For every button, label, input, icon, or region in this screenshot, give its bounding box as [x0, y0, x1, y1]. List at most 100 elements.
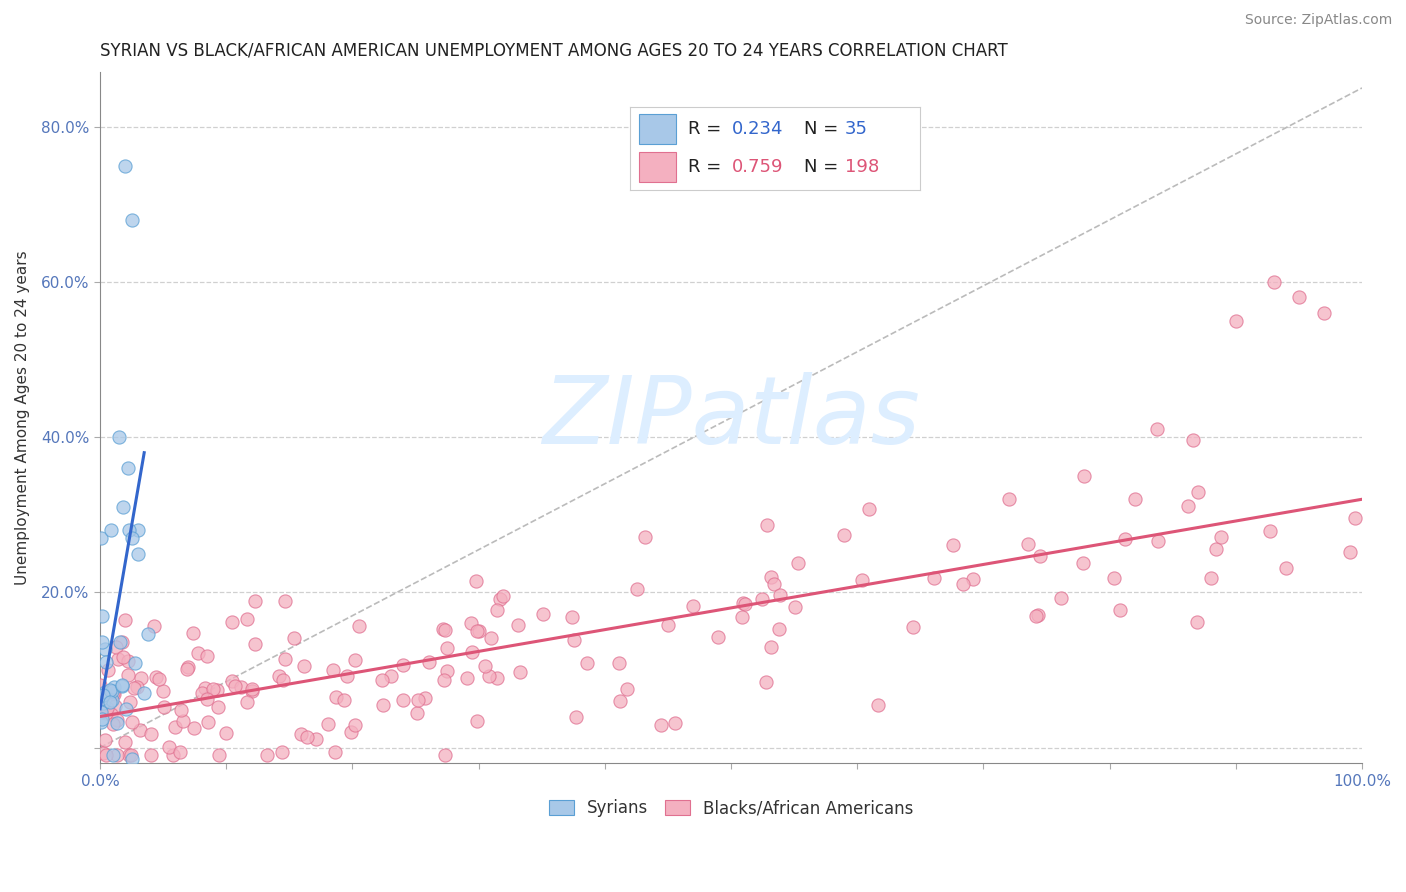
Point	[96, 701, 118, 715]
Point	[305, 732, 328, 747]
Point	[105, 713, 128, 727]
Point	[93, 700, 115, 714]
Point	[1313, 306, 1336, 320]
Point	[465, 624, 488, 639]
Point	[118, 748, 141, 763]
Point	[1258, 524, 1281, 538]
Point	[468, 624, 491, 639]
Point	[1114, 533, 1136, 547]
Point	[924, 571, 946, 585]
Point	[221, 615, 243, 629]
Point	[858, 502, 880, 516]
Point	[479, 631, 502, 645]
Point	[332, 693, 354, 707]
Point	[436, 664, 458, 678]
Point	[465, 714, 488, 728]
Point	[93, 642, 115, 657]
Point	[506, 618, 529, 632]
Point	[127, 547, 149, 561]
Point	[177, 659, 200, 673]
Point	[117, 461, 139, 475]
Point	[1017, 537, 1039, 551]
Point	[273, 652, 295, 666]
Point	[139, 727, 162, 741]
Point	[576, 656, 599, 670]
Point	[183, 626, 205, 640]
Point	[91, 696, 114, 710]
Point	[94, 655, 117, 669]
Point	[851, 573, 873, 587]
Point	[195, 649, 218, 664]
Point	[433, 673, 456, 688]
Point	[1123, 492, 1146, 507]
Point	[657, 617, 679, 632]
Point	[650, 718, 672, 732]
Point	[90, 635, 112, 649]
Point	[111, 679, 134, 693]
Point	[183, 721, 205, 735]
Point	[488, 591, 510, 606]
Point	[90, 692, 112, 706]
Text: ZIPatlas: ZIPatlas	[543, 372, 920, 463]
Point	[127, 524, 149, 538]
Point	[94, 685, 117, 699]
Point	[1029, 549, 1052, 563]
Point	[271, 745, 294, 759]
Point	[755, 675, 778, 690]
Point	[1225, 314, 1247, 328]
Point	[114, 735, 136, 749]
Point	[224, 679, 246, 693]
Point	[240, 681, 263, 696]
Point	[607, 656, 630, 670]
Point	[90, 705, 112, 719]
Point	[962, 572, 984, 586]
Point	[761, 640, 783, 654]
Point	[866, 698, 889, 713]
Point	[157, 740, 180, 755]
Point	[197, 714, 219, 729]
Point	[486, 603, 509, 617]
Point	[100, 706, 122, 721]
Point	[436, 640, 458, 655]
Point	[120, 748, 142, 763]
Point	[110, 635, 132, 649]
Point	[509, 665, 531, 680]
Point	[105, 715, 128, 730]
Point	[89, 678, 111, 692]
Point	[162, 748, 184, 763]
Point	[901, 620, 924, 634]
Point	[1201, 571, 1223, 585]
Point	[634, 530, 657, 544]
Point	[187, 646, 209, 660]
Point	[456, 671, 478, 685]
Point	[91, 609, 114, 624]
Point	[785, 599, 807, 614]
Point	[90, 715, 112, 730]
Point	[193, 681, 215, 696]
Point	[103, 687, 125, 701]
Point	[751, 591, 773, 606]
Point	[271, 673, 294, 688]
Point	[91, 712, 114, 726]
Point	[325, 690, 347, 704]
Point	[121, 531, 143, 545]
Point	[132, 685, 155, 699]
Point	[418, 655, 440, 669]
Point	[787, 556, 810, 570]
Point	[111, 635, 134, 649]
Point	[201, 682, 224, 697]
Point	[240, 683, 263, 698]
Point	[101, 686, 124, 700]
Point	[1182, 433, 1205, 447]
Point	[761, 570, 783, 584]
Point	[221, 674, 243, 689]
Point	[626, 582, 648, 596]
Point	[91, 688, 114, 702]
Point	[1049, 591, 1071, 605]
Point	[101, 683, 124, 698]
Point	[90, 531, 112, 545]
Point	[380, 668, 402, 682]
Point	[942, 538, 965, 552]
Point	[413, 691, 436, 706]
Point	[682, 599, 704, 613]
